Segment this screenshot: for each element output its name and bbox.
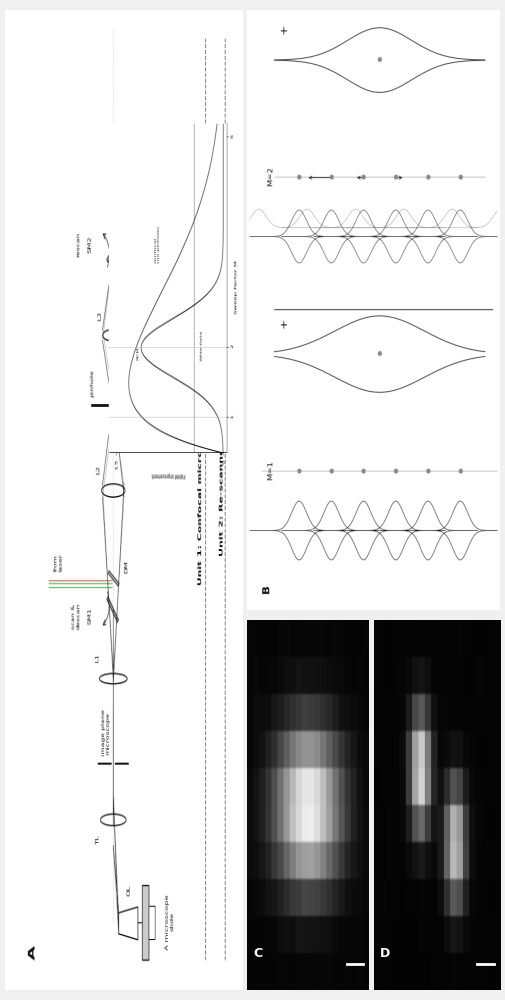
Text: D: D [380, 947, 390, 960]
Text: C: C [254, 947, 263, 960]
